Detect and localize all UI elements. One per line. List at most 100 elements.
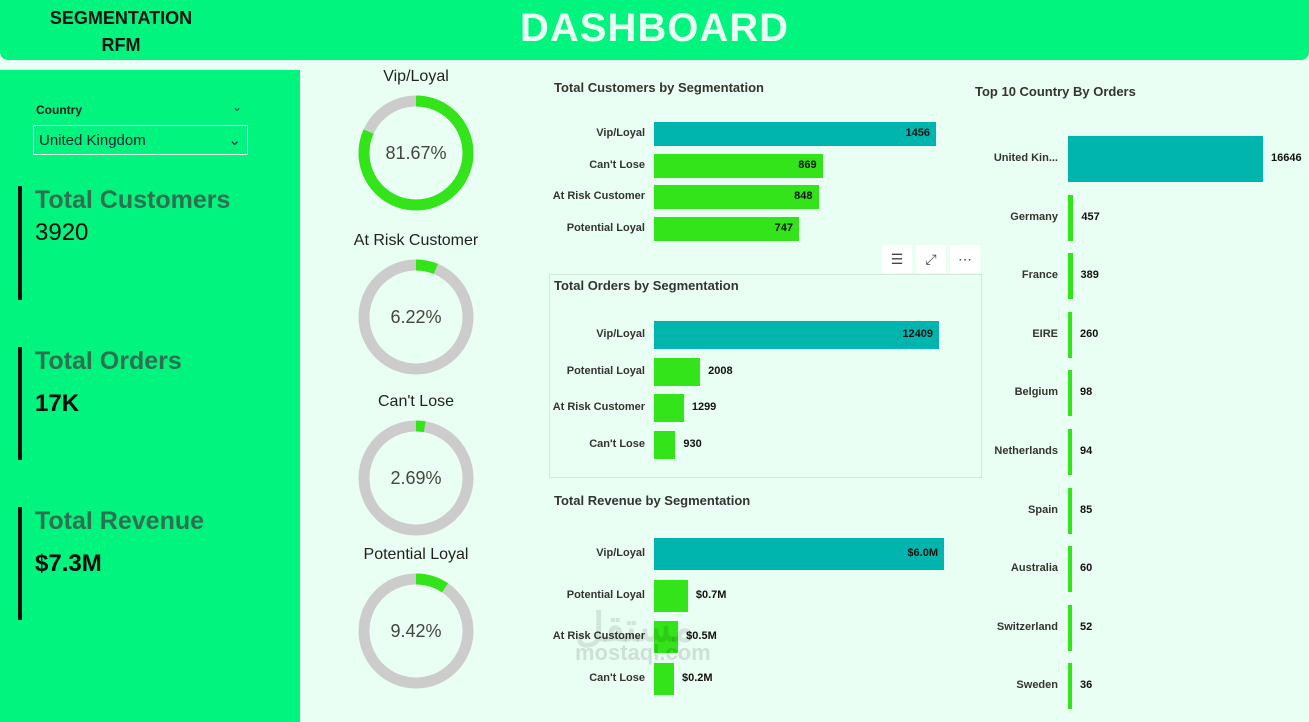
bar: [654, 430, 676, 459]
data-label: 457: [1081, 210, 1100, 223]
bar: [1068, 487, 1072, 534]
category-label: Vip/Loyal: [596, 328, 645, 340]
focus-mode-icon[interactable]: ⤢: [916, 245, 946, 273]
donut-arc: [358, 259, 474, 375]
data-label: 12409: [902, 328, 933, 340]
data-label: 36: [1080, 679, 1093, 692]
kpi-total-orders: Total Orders 17K: [18, 347, 288, 460]
category-label: Can't Lose: [589, 158, 645, 171]
data-label: 60: [1080, 562, 1093, 575]
chart-title-revenue: Total Revenue by Segmentation: [554, 493, 751, 508]
kpi-label: Total Orders: [35, 347, 182, 375]
category-label: Potential Loyal: [566, 588, 645, 601]
category-label: At Risk Customer: [552, 401, 645, 413]
chart-title-orders: Total Orders by Segmentation: [554, 278, 739, 293]
data-label: 848: [794, 190, 813, 202]
category-label: Potential Loyal: [566, 364, 645, 377]
kpi-label: Total Customers: [35, 186, 231, 214]
bar: [654, 216, 799, 241]
sidebar-panel: Country ⌄ United Kingdom ⌄ Total Custome…: [0, 70, 300, 722]
data-label: $0.7M: [695, 588, 727, 601]
data-label: 94: [1080, 445, 1093, 457]
donut-ring: 9.42%: [358, 573, 474, 689]
data-label: 747: [774, 221, 793, 234]
category-label: France: [1021, 269, 1058, 282]
bar: [1068, 311, 1072, 358]
watermark-arabic: مستقل: [575, 606, 695, 650]
data-label: 260: [1080, 327, 1099, 340]
donut-arc: [358, 420, 474, 536]
bar: [1068, 429, 1072, 475]
bar: [1068, 253, 1073, 300]
bar: [654, 122, 936, 146]
kpi-total-customers: Total Customers 3920: [18, 186, 288, 300]
bar: [1068, 370, 1072, 417]
category-label: Can't Lose: [589, 671, 645, 684]
category-label: Can't Lose: [589, 437, 645, 450]
country-slicer-label: Country: [36, 103, 82, 117]
slicer-collapse-chevron-icon[interactable]: ⌄: [232, 100, 243, 114]
donut-label: Can't Lose: [378, 393, 454, 410]
bar: [654, 579, 688, 612]
category-label: United Kin...: [993, 152, 1058, 164]
donut-at-risk: At Risk Customer 6.22%: [341, 232, 491, 378]
donut-cant-lose: Can't Lose 2.69%: [341, 393, 491, 539]
bar: [654, 153, 823, 178]
brand-line-1: SEGMENTATION: [49, 8, 193, 28]
chevron-down-icon: ⌄: [228, 132, 241, 149]
category-label: Switzerland: [996, 620, 1058, 633]
data-label: 389: [1080, 269, 1099, 282]
donut-ring: 6.22%: [358, 259, 474, 375]
category-label: Vip/Loyal: [596, 127, 645, 139]
data-label: $0.2M: [682, 671, 713, 684]
kpi-value: 17K: [35, 390, 80, 417]
brand-title: SEGMENTATION RFM: [36, 5, 206, 59]
data-label: 16646: [1271, 152, 1302, 164]
donut-value: 6.22%: [390, 307, 441, 327]
donut-label: Potential Loyal: [363, 546, 469, 563]
bar: [654, 538, 944, 570]
category-label: Potential Loyal: [566, 221, 645, 234]
donut-value: 9.42%: [390, 621, 441, 641]
kpi-total-revenue: Total Revenue $7.3M: [18, 507, 288, 620]
donut-vip-loyal: Vip/Loyal 81.67%: [341, 68, 491, 214]
category-label: Belgium: [1014, 386, 1058, 399]
filter-icon[interactable]: ☰: [882, 245, 912, 273]
bar: [1068, 136, 1263, 182]
brand-line-2: RFM: [101, 35, 141, 55]
bar: [654, 357, 701, 386]
kpi-value: $7.3M: [35, 550, 102, 577]
country-dropdown[interactable]: United Kingdom ⌄: [33, 125, 248, 155]
donut-arc: [358, 573, 474, 689]
chart-title-customers: Total Customers by Segmentation: [554, 80, 764, 95]
watermark-latin: mostaql.com: [575, 640, 711, 665]
bar: [654, 621, 679, 653]
category-label: At Risk Customer: [552, 190, 645, 202]
dashboard-title: DASHBOARD: [520, 6, 789, 50]
data-label: $0.5M: [686, 630, 717, 642]
data-label: 98: [1080, 386, 1093, 399]
category-label: Vip/Loyal: [596, 547, 645, 559]
donut-potential-loyal: Potential Loyal 9.42%: [341, 546, 491, 692]
bar: [1068, 546, 1072, 593]
data-label: $6.0M: [907, 547, 938, 559]
donut-label: At Risk Customer: [353, 232, 479, 249]
country-dropdown-value: United Kingdom: [39, 131, 146, 149]
bar: [654, 662, 674, 695]
donut-label: Vip/Loyal: [383, 68, 449, 85]
category-label: At Risk Customer: [552, 630, 645, 642]
orders-visual-frame: [549, 274, 982, 478]
category-label: Netherlands: [994, 445, 1058, 457]
category-label: Australia: [1010, 562, 1058, 575]
data-label: 85: [1080, 503, 1093, 516]
category-label: Sweden: [1016, 679, 1058, 692]
kpi-value: 3920: [35, 219, 89, 246]
data-label: 2008: [708, 364, 733, 377]
more-options-icon[interactable]: ⋯: [950, 245, 980, 273]
data-label: 869: [798, 158, 817, 171]
data-label: 52: [1080, 620, 1093, 633]
donut-arc: [358, 95, 474, 211]
bar: [1068, 604, 1072, 651]
bar: [1068, 194, 1074, 241]
chart-title-countries: Top 10 Country By Orders: [975, 84, 1136, 99]
